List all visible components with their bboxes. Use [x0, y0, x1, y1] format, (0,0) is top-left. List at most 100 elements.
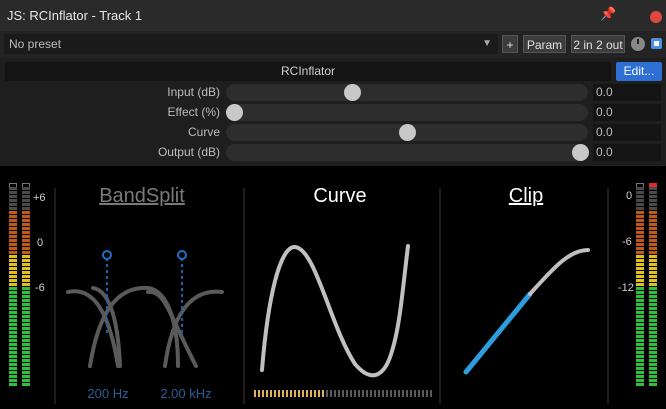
- meter-segment: [636, 299, 644, 302]
- meter-segment: [9, 227, 17, 230]
- curve-tab[interactable]: Curve: [313, 185, 366, 207]
- pin-icon[interactable]: 📌: [600, 6, 617, 21]
- slider-thumb[interactable]: [226, 104, 243, 121]
- ruler-tick: [422, 390, 424, 397]
- meter-segment: [649, 251, 657, 254]
- meter-segment: [22, 367, 30, 370]
- slider-value-field[interactable]: 0.0: [593, 104, 661, 121]
- meter-segment: [649, 267, 657, 270]
- meter-segment: [22, 347, 30, 350]
- plugin-display: BandSplit Curve Clip 200 Hz 2.00 kHz: [54, 185, 609, 404]
- meter-segment: [636, 367, 644, 370]
- meter-segment: [649, 339, 657, 342]
- meter-segment: [9, 263, 17, 266]
- slider-label: Effect (%): [167, 105, 220, 119]
- meter-segment: [22, 187, 30, 190]
- slider-track[interactable]: [226, 144, 589, 161]
- meter-segment: [22, 195, 30, 198]
- meter-segment: [636, 283, 644, 286]
- ruler-tick: [418, 390, 420, 397]
- meter-tick-label: 0: [626, 190, 633, 202]
- slider-value-field[interactable]: 0.0: [593, 84, 661, 101]
- slider-label: Curve: [187, 125, 220, 139]
- meter-segment: [636, 219, 644, 222]
- ruler-tick: [266, 390, 268, 397]
- meter-segment: [9, 367, 17, 370]
- meter-segment: [22, 303, 30, 306]
- meter-segment: [22, 307, 30, 310]
- param-button[interactable]: Param: [523, 35, 566, 53]
- slider-value-field[interactable]: 0.0: [593, 124, 661, 141]
- meter-segment: [636, 375, 644, 378]
- meter-segment: [9, 363, 17, 366]
- meter-segment: [9, 215, 17, 218]
- meter-segment: [636, 331, 644, 334]
- meter-segment: [9, 199, 17, 202]
- meter-segment: [649, 231, 657, 234]
- meter-segment: [636, 327, 644, 330]
- edit-button[interactable]: Edit...: [616, 62, 662, 81]
- meter-segment: [22, 247, 30, 250]
- wet-knob-icon[interactable]: [631, 37, 645, 51]
- meter-segment: [636, 271, 644, 274]
- clip-tab[interactable]: Clip: [509, 185, 543, 207]
- meter-segment: [649, 211, 657, 214]
- meter-segment: [649, 239, 657, 242]
- meter-segment: [636, 231, 644, 234]
- meter-tick-label: -6: [35, 282, 45, 294]
- meter-segment: [22, 311, 30, 314]
- meter-segment: [22, 339, 30, 342]
- curve-graph: [260, 244, 410, 378]
- meter-segment: [649, 335, 657, 338]
- bypass-toggle[interactable]: [651, 38, 662, 49]
- meter-clip-indicator[interactable]: [649, 183, 657, 188]
- meter-segment: [636, 251, 644, 254]
- ruler-tick: [334, 390, 336, 397]
- slider-label: Output (dB): [157, 145, 220, 159]
- add-preset-button[interactable]: +: [502, 35, 518, 53]
- preset-dropdown[interactable]: No preset ▼: [4, 34, 498, 54]
- meter-segment: [649, 367, 657, 370]
- bandsplit-tab[interactable]: BandSplit: [99, 185, 185, 207]
- meter-segment: [636, 259, 644, 262]
- meter-segment: [649, 363, 657, 366]
- meter-segment: [636, 187, 644, 190]
- meter-segment: [22, 191, 30, 194]
- meter-segment: [22, 299, 30, 302]
- meter-segment: [9, 311, 17, 314]
- meter-segment: [636, 359, 644, 362]
- meter-segment: [22, 363, 30, 366]
- meter-segment: [9, 275, 17, 278]
- meter-segment: [649, 203, 657, 206]
- meter-segment: [22, 343, 30, 346]
- slider-thumb[interactable]: [399, 124, 416, 141]
- meter-segment: [9, 379, 17, 382]
- meter-segment: [9, 327, 17, 330]
- meter-segment: [649, 359, 657, 362]
- meter-segment: [9, 231, 17, 234]
- ruler-tick: [254, 390, 256, 397]
- meter-segment: [636, 227, 644, 230]
- slider-track[interactable]: [226, 84, 588, 101]
- crossover-handles[interactable]: [102, 250, 187, 336]
- meter-segment: [22, 211, 30, 214]
- band-high-curve: [163, 289, 224, 368]
- meter-segment: [22, 375, 30, 378]
- crossover-low-handle: [102, 250, 112, 260]
- meter-segment: [22, 351, 30, 354]
- slider-track[interactable]: [226, 124, 588, 141]
- meter-segment: [22, 327, 30, 330]
- slider-track[interactable]: [226, 104, 588, 121]
- ruler-tick: [378, 390, 380, 397]
- close-icon[interactable]: [650, 11, 662, 23]
- meter-segment: [636, 207, 644, 210]
- slider-thumb[interactable]: [343, 84, 361, 101]
- meter-segment: [636, 243, 644, 246]
- slider-value-field[interactable]: 0.0: [593, 144, 661, 161]
- meter-segment: [9, 195, 17, 198]
- meter-segment: [22, 379, 30, 382]
- slider-thumb[interactable]: [572, 144, 589, 161]
- io-routing-button[interactable]: 2 in 2 out: [571, 35, 625, 53]
- ruler-tick: [258, 390, 260, 397]
- meter-tick-label: +6: [33, 192, 46, 204]
